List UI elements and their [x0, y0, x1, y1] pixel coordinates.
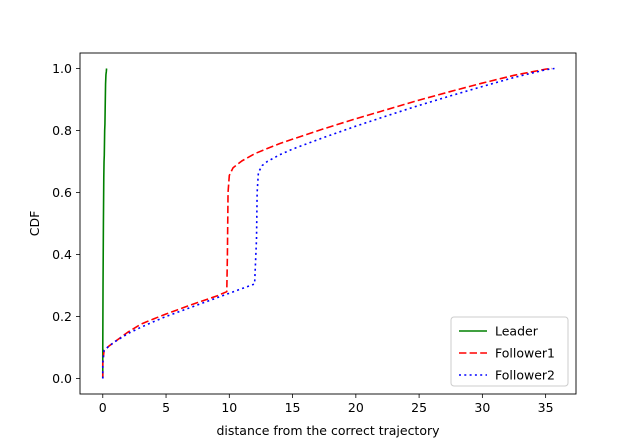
- legend-label-leader: Leader: [495, 324, 539, 339]
- y-tick-label: 0.8: [52, 123, 72, 138]
- series-line-follower2: [101, 67, 555, 379]
- y-tick-label: 0.6: [52, 185, 72, 200]
- x-tick-label: 15: [285, 400, 301, 415]
- x-axis-ticks: 0 5 10 15 20 25 30 35: [99, 394, 554, 415]
- y-tick-label: 1.0: [52, 61, 72, 76]
- x-tick-label: 10: [221, 400, 237, 415]
- x-tick-label: 35: [538, 400, 554, 415]
- legend: Leader Follower1 Follower2: [450, 316, 569, 387]
- x-axis-label: distance from the correct trajectory: [216, 423, 440, 438]
- legend-label-follower2: Follower2: [495, 368, 555, 383]
- x-tick-label: 30: [474, 400, 490, 415]
- legend-box: [450, 316, 569, 387]
- x-tick-label: 0: [99, 400, 107, 415]
- y-axis-ticks: 0.0 0.2 0.4 0.6 0.8 1.0: [52, 61, 80, 386]
- y-tick-label: 0.2: [52, 309, 72, 324]
- series-line-follower1: [101, 67, 553, 379]
- x-tick-label: 25: [411, 400, 427, 415]
- series-line-leader: [101, 68, 108, 379]
- plot-lines: [101, 67, 555, 379]
- x-tick-label: 5: [162, 400, 170, 415]
- plot-frame: [79, 52, 577, 395]
- x-tick-label: 20: [348, 400, 364, 415]
- y-tick-label: 0.0: [52, 371, 72, 386]
- legend-label-follower1: Follower1: [495, 346, 555, 361]
- y-tick-label: 0.4: [52, 247, 72, 262]
- y-axis-label: CDF: [27, 211, 42, 237]
